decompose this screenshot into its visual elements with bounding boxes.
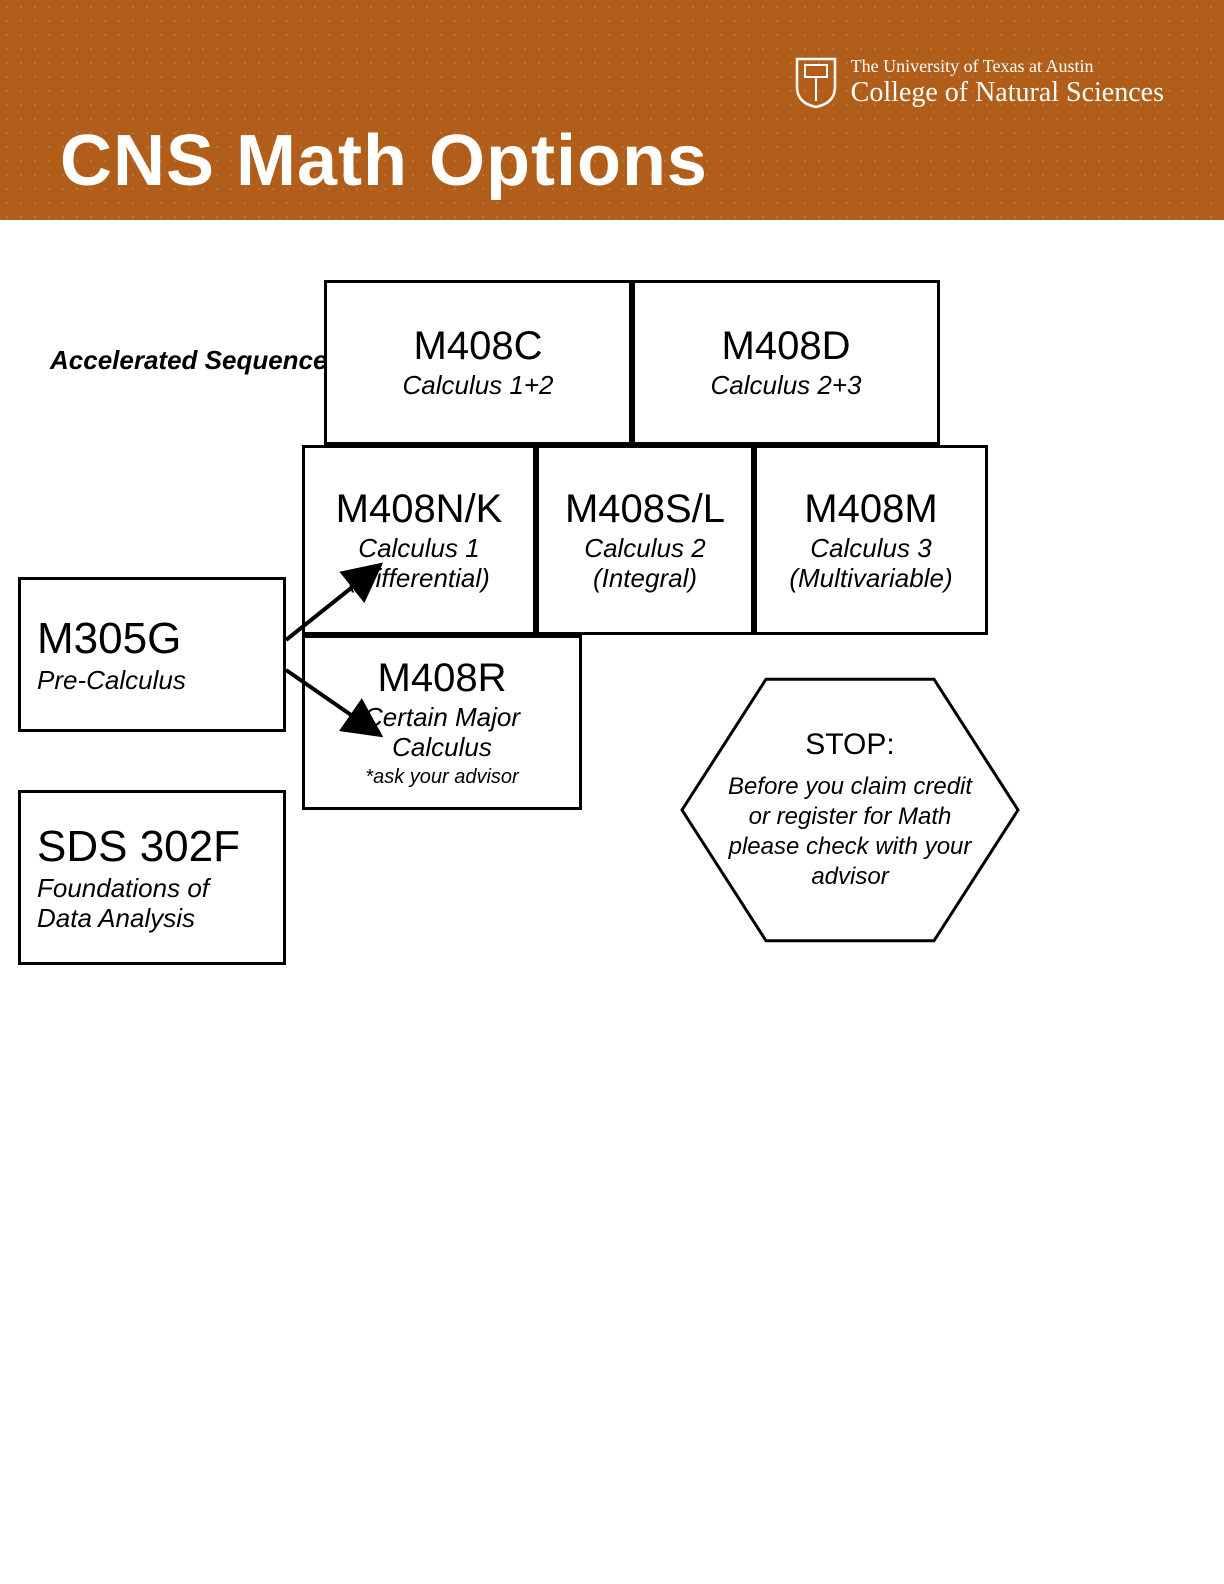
course-note: *ask your advisor <box>365 766 518 789</box>
stop-title: STOP: <box>805 728 894 762</box>
college-name: College of Natural Sciences <box>851 77 1164 109</box>
course-desc: Calculus 3(Multivariable) <box>789 534 952 594</box>
course-desc: Foundations ofData Analysis <box>37 874 209 934</box>
box-m305g: M305G Pre-Calculus <box>18 577 286 732</box>
stop-text: Before you claim credit or register for … <box>725 772 975 892</box>
university-name: The University of Texas at Austin <box>851 56 1164 77</box>
course-code: M408M <box>804 487 937 532</box>
course-code: M408N/K <box>336 487 503 532</box>
university-text: The University of Texas at Austin Colleg… <box>851 56 1164 109</box>
box-m408sl: M408S/L Calculus 2(Integral) <box>536 445 754 635</box>
course-code: M408C <box>414 324 543 369</box>
page-title: CNS Math Options <box>60 120 708 202</box>
course-code: M305G <box>37 614 181 664</box>
course-code: M408S/L <box>565 487 725 532</box>
course-desc: Calculus 1(Differential) <box>348 534 490 594</box>
course-desc: Pre-Calculus <box>37 666 186 696</box>
course-code: SDS 302F <box>37 822 240 872</box>
course-desc: Calculus 2(Integral) <box>584 534 705 594</box>
box-m408nk: M408N/K Calculus 1(Differential) <box>302 445 536 635</box>
course-code: M408D <box>722 324 851 369</box>
course-desc: Calculus 1+2 <box>402 371 553 401</box>
university-logo-block: The University of Texas at Austin Colleg… <box>795 56 1164 109</box>
page-header: The University of Texas at Austin Colleg… <box>0 0 1224 220</box>
stop-hexagon: STOP: Before you claim credit or registe… <box>680 657 1020 963</box>
course-desc: Calculus 2+3 <box>710 371 861 401</box>
box-sds302f: SDS 302F Foundations ofData Analysis <box>18 790 286 965</box>
course-code: M408R <box>378 656 507 701</box>
box-m408m: M408M Calculus 3(Multivariable) <box>754 445 988 635</box>
shield-icon <box>795 57 837 109</box>
box-m408d: M408D Calculus 2+3 <box>632 280 940 445</box>
box-m408c: M408C Calculus 1+2 <box>324 280 632 445</box>
accelerated-sequence-label: Accelerated Sequence → <box>50 345 361 376</box>
box-m408r: M408R Certain MajorCalculus *ask your ad… <box>302 635 582 810</box>
flowchart-diagram: Accelerated Sequence → M305G Pre-Calculu… <box>0 220 1224 1120</box>
course-desc: Certain MajorCalculus <box>364 703 520 763</box>
